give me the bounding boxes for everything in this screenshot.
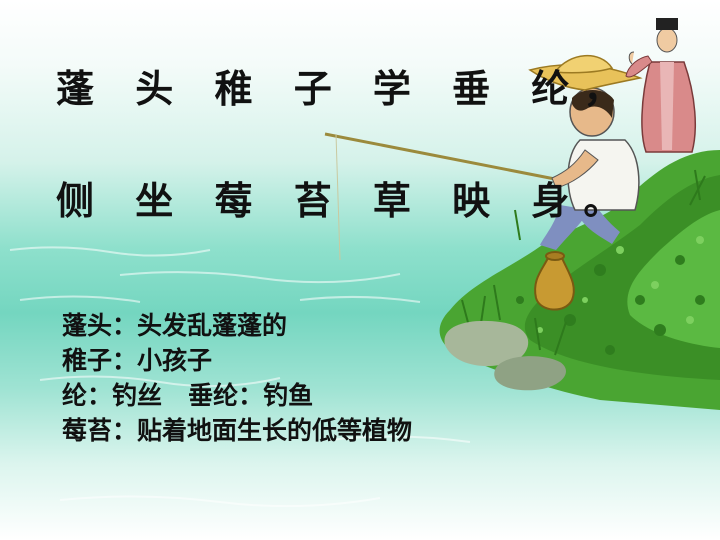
vocabulary-notes: 蓬头：头发乱蓬蓬的 稚子：小孩子 纶：钓丝 垂纶：钓鱼 莓苔：贴着地面生长的低等… — [62, 308, 412, 448]
robed-official — [625, 18, 696, 153]
poem-line-1: 蓬 头 稚 子 学 垂 纶， — [56, 67, 636, 111]
note-zhizi: 稚子：小孩子 — [62, 346, 213, 375]
note-meitai: 莓苔：贴着地面生长的低等植物 — [62, 416, 413, 445]
poem-line-2: 侧 坐 莓 苔 草 映 身。 — [56, 179, 636, 223]
fishing-boy — [528, 54, 643, 250]
water-ripples — [9, 246, 471, 508]
note-lun: 纶：钓丝 垂纶：钓鱼 — [62, 381, 314, 410]
note-penghead: 蓬头：头发乱蓬蓬的 — [62, 311, 288, 340]
clay-jar — [534, 251, 575, 311]
fishing-rod — [324, 132, 561, 261]
grassy-bank — [439, 150, 720, 410]
rock — [444, 320, 529, 367]
rock — [494, 356, 566, 391]
